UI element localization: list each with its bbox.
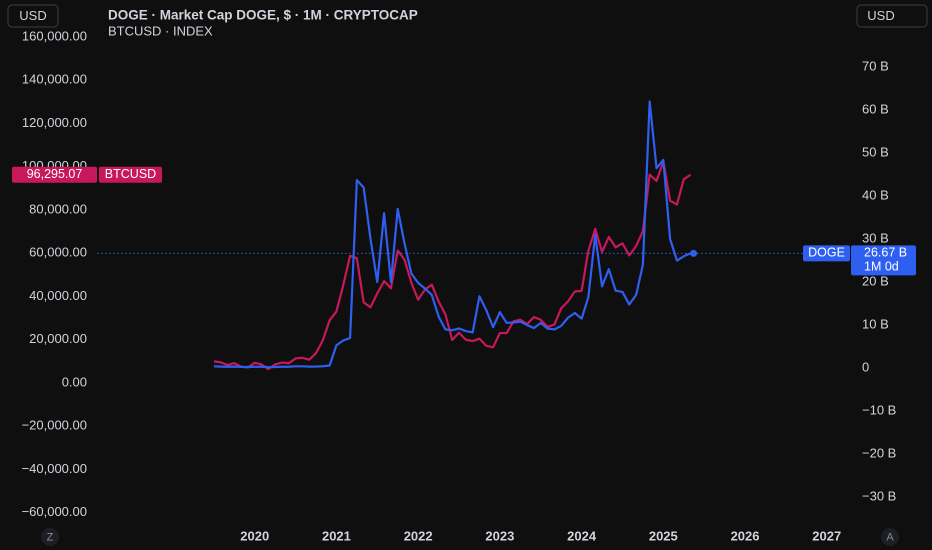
- last-point: [690, 249, 698, 257]
- y-tick-label: 160,000.00: [22, 28, 87, 43]
- chart-subtitle: BTCUSD · INDEX: [108, 23, 213, 38]
- series-tag: [803, 245, 850, 262]
- series-line: [213, 160, 692, 371]
- y2-tick-label: 10 B: [862, 316, 889, 331]
- currency-button[interactable]: [7, 4, 59, 28]
- y2-tick-label: 60 B: [862, 102, 889, 117]
- y-tick-label: −40,000.00: [22, 461, 87, 476]
- x-tick-label: 2027: [812, 528, 841, 543]
- y-tick-label: 120,000.00: [22, 115, 87, 130]
- x-tick-label: 2020: [240, 528, 269, 543]
- y2-tick-label: 30 B: [862, 230, 889, 245]
- value-tag: [12, 166, 97, 183]
- scale-button[interactable]: [881, 528, 899, 546]
- value-tag-label: 96,295.07: [27, 167, 83, 181]
- y-tick-label: 80,000.00: [29, 201, 87, 216]
- chart-title: DOGE · Market Cap DOGE, $ · 1M · CRYPTOC…: [108, 8, 418, 23]
- currency-label: USD: [867, 8, 894, 23]
- y2-tick-label: 20 B: [862, 273, 889, 288]
- y2-tick-label: −10 B: [862, 402, 896, 417]
- x-tick-label: 2025: [649, 528, 678, 543]
- y2-tick-label: −30 B: [862, 488, 896, 503]
- y-tick-label: 20,000.00: [29, 331, 87, 346]
- y-tick-label: 140,000.00: [22, 72, 87, 87]
- y2-tick-label: 40 B: [862, 188, 889, 203]
- y2-tick-label: −20 B: [862, 445, 896, 460]
- series-tag-label: DOGE: [808, 246, 845, 260]
- series-line: [213, 100, 691, 369]
- y2-tick-label: 0: [862, 359, 869, 374]
- x-tick-label: 2026: [731, 528, 760, 543]
- x-tick-label: 2023: [485, 528, 514, 543]
- y2-tick-label: 50 B: [862, 145, 889, 160]
- y-tick-label: 0.00: [62, 374, 87, 389]
- series-tag: [99, 166, 162, 183]
- x-tick-label: 2022: [404, 528, 433, 543]
- value-tag: [851, 245, 916, 276]
- y-tick-label: −20,000.00: [22, 418, 87, 433]
- countdown-label: 1M 0d: [864, 260, 899, 274]
- value-tag-label: 26.67 B: [864, 246, 907, 260]
- series-tag-label: BTCUSD: [105, 167, 156, 181]
- currency-button[interactable]: [856, 4, 928, 28]
- scale-button[interactable]: [41, 528, 59, 546]
- x-tick-label: 2024: [567, 528, 597, 543]
- x-tick-label: 2021: [322, 528, 351, 543]
- y-tick-label: 60,000.00: [29, 245, 87, 260]
- y-tick-label: 40,000.00: [29, 288, 87, 303]
- scale-button-label: Z: [47, 531, 54, 543]
- y2-tick-label: 70 B: [862, 59, 889, 74]
- y-tick-label: −60,000.00: [22, 504, 87, 519]
- scale-button-label: A: [886, 531, 894, 543]
- currency-label: USD: [19, 8, 46, 23]
